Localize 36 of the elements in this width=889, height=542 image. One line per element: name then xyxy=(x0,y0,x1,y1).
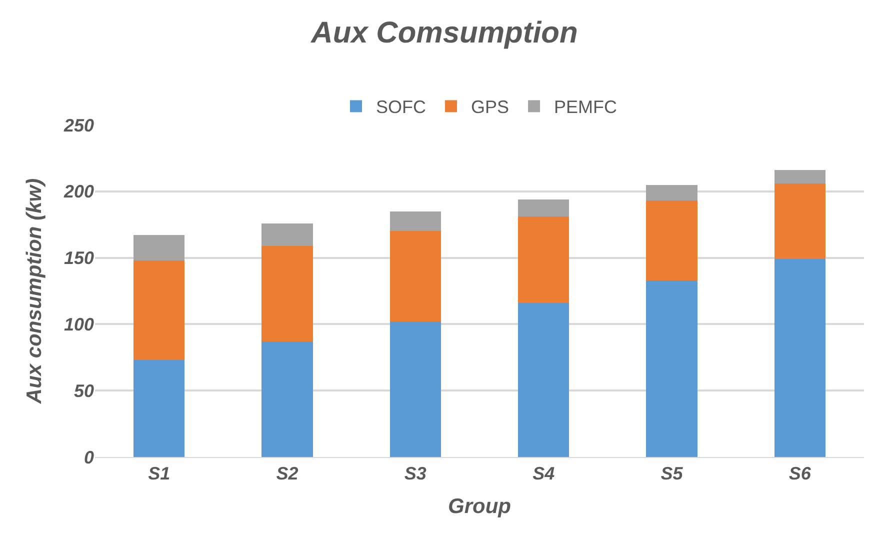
y-tick-label: 150 xyxy=(64,248,94,268)
bar xyxy=(646,280,698,457)
x-tick-label: S6 xyxy=(788,464,812,484)
bar xyxy=(390,211,442,232)
x-tick-label: S4 xyxy=(532,464,555,484)
bar xyxy=(518,216,570,303)
x-tick-label: S1 xyxy=(148,464,170,484)
y-tick-label: 50 xyxy=(74,380,94,401)
bar xyxy=(390,231,442,322)
x-tick-label: S5 xyxy=(660,464,684,484)
bar xyxy=(262,246,313,342)
y-tick-label: 200 xyxy=(62,182,94,202)
x-axis-title: Group xyxy=(448,494,512,518)
bar xyxy=(133,260,185,360)
bar xyxy=(262,223,313,246)
bar xyxy=(774,183,826,260)
y-tick-label: 100 xyxy=(64,314,94,334)
y-tick-label: 0 xyxy=(84,447,94,468)
chart-title: Aux Comsumption xyxy=(310,16,578,50)
y-axis-title: Aux consumption (kw) xyxy=(23,178,46,405)
bar xyxy=(262,341,313,457)
bar xyxy=(518,302,570,457)
bar xyxy=(646,200,698,280)
bar xyxy=(774,170,826,184)
x-tick-label: S2 xyxy=(276,464,298,484)
bar xyxy=(390,322,442,457)
bar xyxy=(646,184,698,201)
y-tick-label: 250 xyxy=(62,115,94,136)
legend-label: SOFC xyxy=(376,97,426,118)
legend-label: PEMFC xyxy=(554,97,618,118)
x-tick-label: S3 xyxy=(404,464,426,484)
bar xyxy=(518,199,570,217)
bar xyxy=(133,235,185,260)
bar xyxy=(133,360,185,457)
legend-label: GPS xyxy=(471,97,510,118)
bar xyxy=(774,259,826,457)
